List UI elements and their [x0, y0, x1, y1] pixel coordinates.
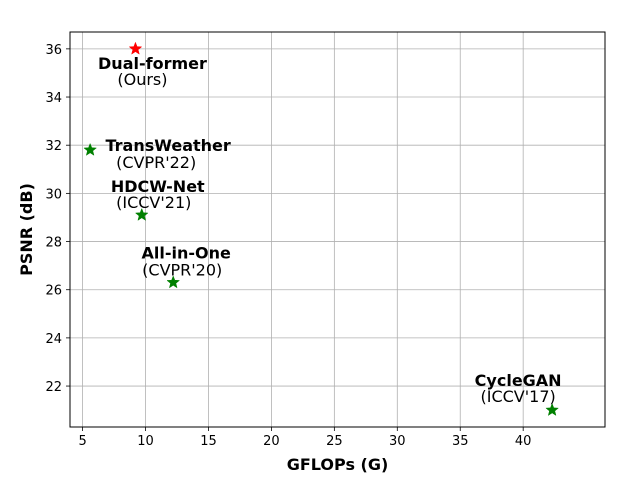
y-tick-label: 30	[45, 187, 62, 202]
data-point-transweather	[83, 142, 97, 156]
y-tick-label: 32	[45, 139, 62, 154]
y-tick-label: 28	[45, 236, 62, 251]
point-venue-label: (Ours)	[117, 70, 167, 89]
x-tick-label: 40	[515, 434, 532, 449]
plot-area-frame	[69, 31, 606, 428]
data-point-all-in-one	[166, 275, 181, 289]
point-venue-label: (CVPR'20)	[142, 260, 222, 279]
x-tick-label: 30	[389, 434, 406, 449]
point-venue-label: (CVPR'22)	[116, 153, 196, 172]
x-tick-label: 5	[78, 434, 86, 449]
x-tick-label: 35	[452, 434, 469, 449]
point-labels: Dual-former(Ours) TransWeather(CVPR'22) HD…	[98, 54, 562, 406]
point-name-label: All-in-One	[142, 243, 232, 262]
data-points	[83, 41, 559, 416]
y-tick-label: 26	[45, 284, 62, 299]
point-venue-label: (ICCV'17)	[481, 387, 556, 406]
data-point-hdcw-net	[134, 207, 149, 221]
y-tick-label: 22	[45, 380, 62, 395]
point-name-label: HDCW-Net	[111, 177, 205, 196]
y-tick-label: 34	[45, 91, 62, 106]
data-point-cyclegan	[545, 402, 559, 416]
x-tick-label: 20	[263, 434, 280, 449]
y-tick-label: 36	[45, 43, 62, 58]
point-name-label: CycleGAN	[475, 371, 562, 390]
y-tick-label: 24	[45, 332, 62, 347]
data-point-dual-former	[128, 41, 143, 55]
x-tick-label: 15	[200, 434, 217, 449]
point-name-label: TransWeather	[106, 136, 231, 155]
x-tick-label: 10	[137, 434, 154, 449]
x-axis-label: GFLOPs (G)	[287, 455, 389, 474]
y-axis-label: PSNR (dB)	[17, 183, 36, 276]
x-tick-label: 25	[326, 434, 343, 449]
axis-ticks: 5 10 15 20 25 30 35 40 22 24 26 28 30 32 34 36	[45, 43, 531, 449]
point-name-label: Dual-former	[98, 54, 207, 73]
point-venue-label: (ICCV'21)	[116, 193, 191, 212]
grid	[70, 32, 605, 427]
